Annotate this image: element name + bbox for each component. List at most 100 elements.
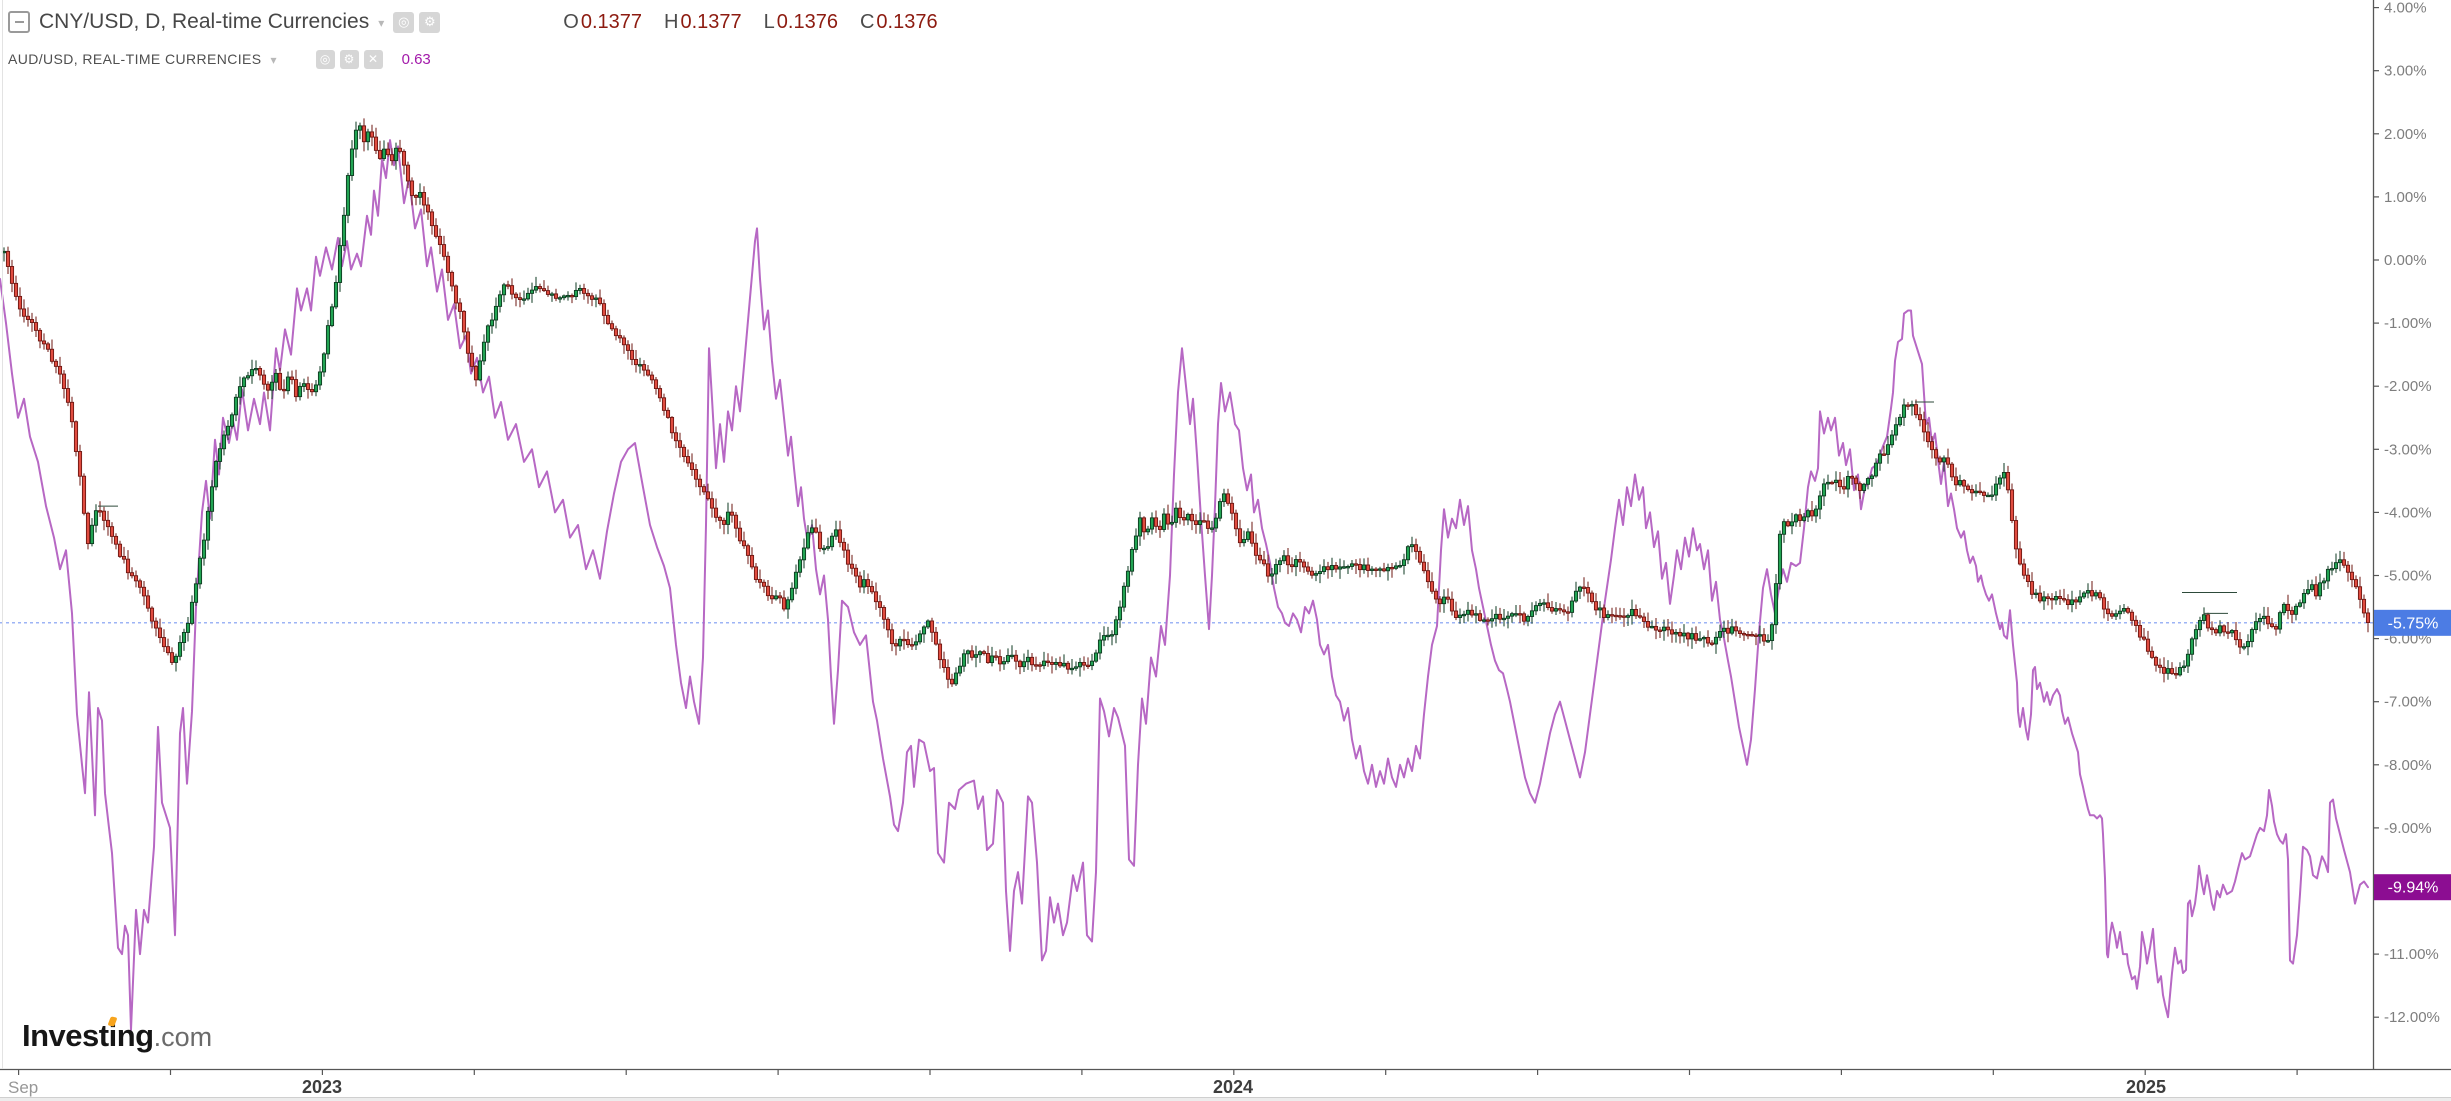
- candle-body: [233, 396, 239, 416]
- close-icon[interactable]: ✕: [363, 49, 383, 69]
- gear-icon[interactable]: ⚙: [339, 49, 359, 69]
- candle-body: [1669, 629, 1675, 635]
- candle-body: [1269, 573, 1275, 577]
- candle-body: [1025, 656, 1031, 663]
- dot-circle-icon[interactable]: ◎: [315, 49, 335, 69]
- candle-body: [2321, 580, 2327, 584]
- candle-body: [1673, 631, 1679, 635]
- chevron-down-icon[interactable]: ▾: [270, 53, 277, 67]
- candle-body: [9, 266, 15, 284]
- candle-body: [2301, 592, 2307, 604]
- candle-body: [2093, 592, 2099, 597]
- candle-body: [1141, 517, 1147, 533]
- candle-body: [209, 486, 215, 512]
- candle-body: [2353, 579, 2359, 588]
- candle-body: [2317, 582, 2323, 597]
- candle-body: [1133, 535, 1139, 550]
- x-axis-time-scale[interactable]: Sep 2023 2024 2025: [0, 1068, 2451, 1097]
- candle-body: [897, 638, 903, 647]
- candle-body: [2101, 597, 2107, 610]
- candle-body: [1693, 633, 1699, 641]
- candle-body: [369, 131, 375, 138]
- candle-body: [2181, 665, 2187, 669]
- candle-body: [1173, 507, 1179, 523]
- candle-body: [513, 293, 519, 299]
- candle-body: [2229, 630, 2235, 634]
- candle-body: [1225, 493, 1231, 504]
- aud-usd-line: [0, 139, 2369, 1031]
- candle-body: [2161, 666, 2167, 674]
- candle-body: [1645, 620, 1651, 628]
- candle-body: [2061, 598, 2067, 601]
- candle-body: [1873, 462, 1879, 477]
- candle-body: [1685, 632, 1691, 640]
- candle-body: [501, 284, 507, 296]
- candle-body: [489, 319, 495, 327]
- candle-body: [1841, 486, 1847, 490]
- candle-body: [1805, 510, 1811, 518]
- candle-body: [1521, 613, 1527, 622]
- candle-body: [449, 271, 455, 287]
- candle-body: [409, 180, 415, 196]
- candle-body: [1109, 634, 1115, 637]
- y-axis-price-scale[interactable]: 4.00% 3.00% 2.00% 1.00% 0.00% -1.00% -2.00% -3.…: [2372, 0, 2440, 1069]
- logo-rest: ng: [116, 1018, 154, 1053]
- candle-body: [57, 365, 63, 375]
- candle-body: [785, 599, 791, 610]
- candle-body: [461, 310, 467, 333]
- candle-body: [245, 375, 251, 379]
- candle-body: [533, 286, 539, 291]
- candle-body: [197, 557, 203, 585]
- candle-body: [1877, 453, 1883, 464]
- candle-body: [525, 292, 531, 300]
- candle-body: [2293, 605, 2299, 615]
- candle-body: [365, 131, 371, 143]
- candle-body: [69, 401, 75, 423]
- candle-body: [1889, 434, 1895, 446]
- main-symbol-title[interactable]: CNY/USD, D, Real-time Currencies: [39, 10, 370, 33]
- candle-body: [1961, 480, 1967, 487]
- candle-body: [1425, 570, 1431, 583]
- candle-body: [385, 148, 391, 156]
- candle-body: [65, 388, 71, 403]
- candle-body: [621, 337, 627, 346]
- candle-body: [637, 364, 643, 367]
- logo-accent-letter: i: [108, 1018, 118, 1053]
- candle-body: [2265, 615, 2271, 625]
- candle-body: [837, 529, 843, 543]
- candle-body: [1101, 635, 1107, 641]
- candle-body: [2045, 596, 2051, 599]
- candle-body: [733, 514, 739, 529]
- candle-body: [1869, 475, 1875, 479]
- candle-body: [89, 524, 95, 545]
- candle-body: [1345, 566, 1351, 569]
- candle-body: [741, 540, 747, 547]
- candle-body: [77, 451, 83, 477]
- candle-body: [929, 620, 935, 633]
- candle-body: [17, 295, 23, 310]
- candle-body: [1357, 564, 1363, 571]
- bottom-edge-strip: [0, 1097, 2451, 1101]
- candle-body: [1817, 495, 1823, 510]
- candle-body: [441, 244, 447, 257]
- candle-body: [2085, 590, 2091, 594]
- dot-circle-icon[interactable]: ◎: [393, 11, 415, 33]
- chevron-down-icon[interactable]: ▾: [378, 16, 385, 30]
- open-label: O: [563, 10, 579, 33]
- candle-body: [141, 586, 147, 597]
- candle-body: [1433, 590, 1439, 600]
- candle-body: [753, 566, 759, 580]
- y-tick-label: 4.00%: [2384, 0, 2427, 17]
- y-tick-label: -11.00%: [2384, 946, 2439, 963]
- gear-icon[interactable]: ⚙: [419, 11, 441, 33]
- candle-body: [1181, 517, 1187, 521]
- candle-body: [1273, 564, 1279, 575]
- candle-body: [1285, 555, 1291, 566]
- candle-body: [1545, 602, 1551, 608]
- candle-body: [1529, 610, 1535, 617]
- collapse-legend-icon[interactable]: [8, 11, 30, 33]
- candle-body: [2125, 608, 2131, 613]
- candle-body: [2253, 621, 2259, 631]
- overlay-symbol-title[interactable]: AUD/USD, REAL-TIME CURRENCIES: [8, 51, 262, 67]
